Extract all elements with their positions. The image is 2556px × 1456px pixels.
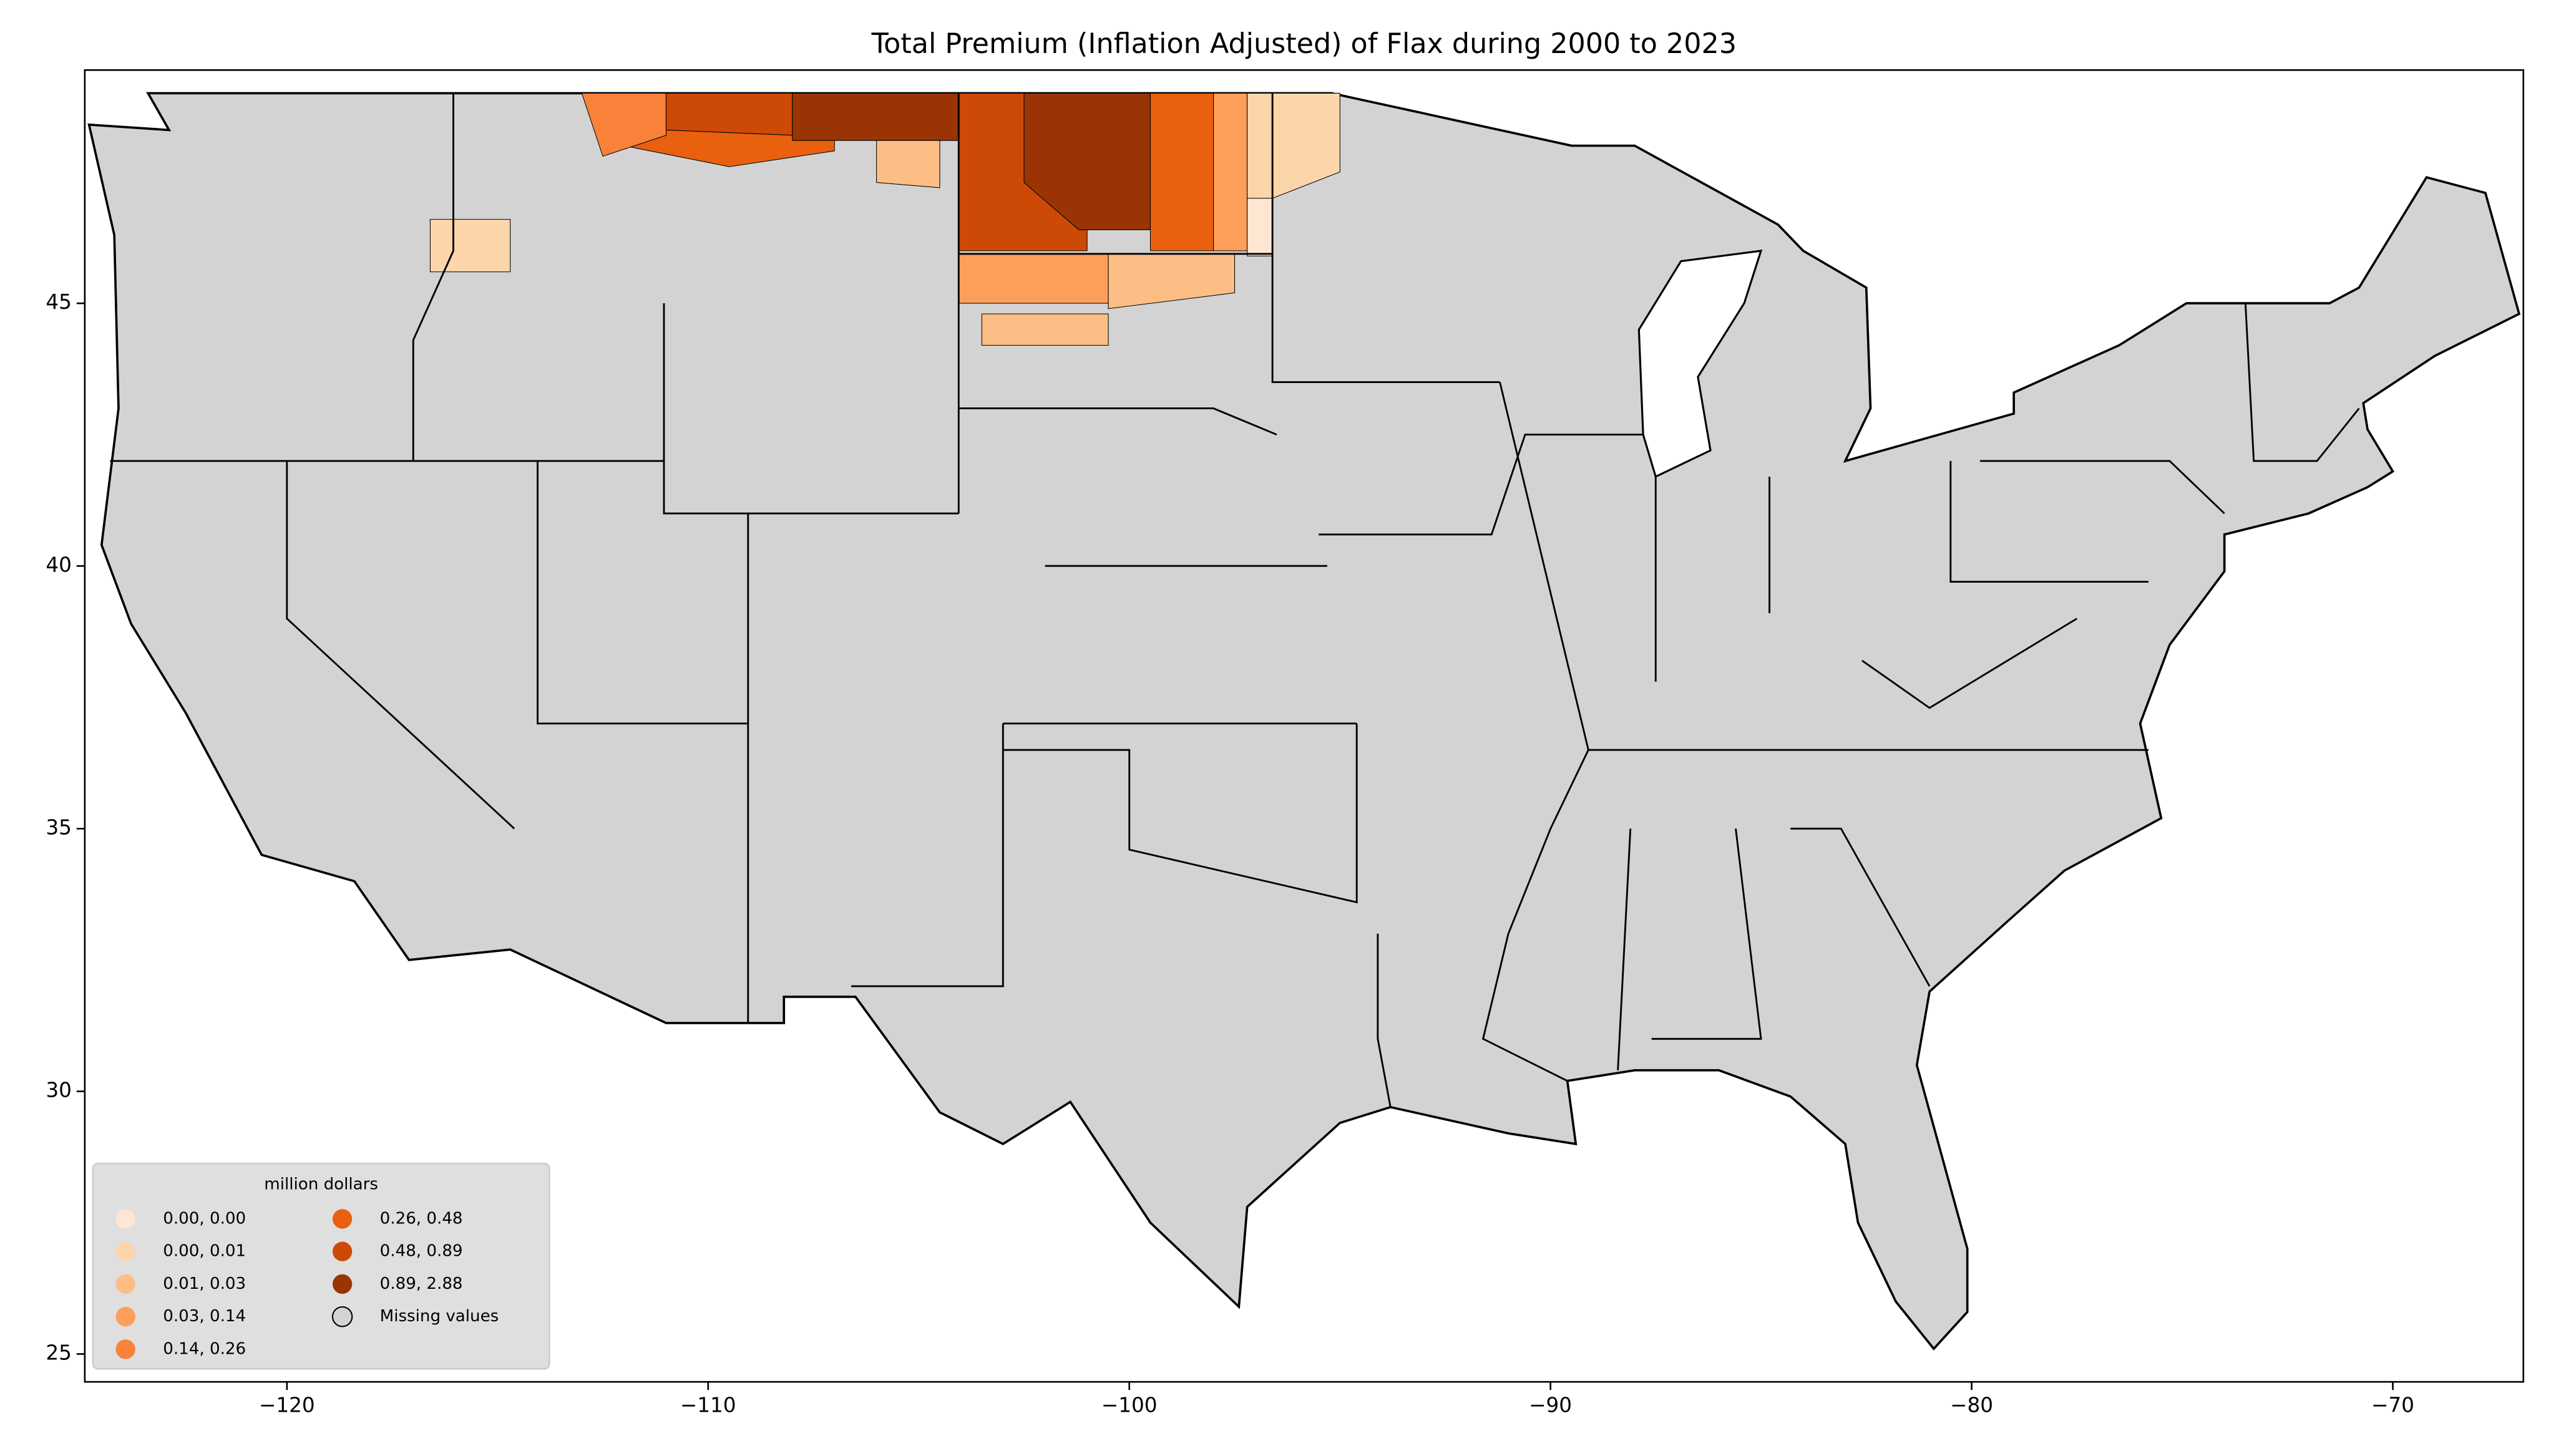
county-shade [1213, 92, 1248, 251]
legend-label: 0.03, 0.14 [163, 1307, 246, 1326]
state-border [1377, 933, 1392, 1107]
state-border [1481, 382, 1589, 1082]
county-shade [1247, 198, 1273, 256]
legend-label: 0.89, 2.88 [380, 1274, 463, 1293]
state-border [663, 303, 959, 515]
map [87, 92, 2521, 1351]
state-border [1790, 827, 1931, 987]
y-tick-label: 30 [46, 1078, 72, 1102]
state-border [412, 93, 664, 462]
state-border [1861, 618, 2077, 709]
y-tick-label: 35 [46, 815, 72, 839]
county-shade [958, 253, 1109, 304]
county-shade [1023, 92, 1151, 230]
state-border [286, 460, 515, 830]
chart-title: Total Premium (Inflation Adjusted) of Fl… [871, 28, 1737, 60]
county-shade [1149, 92, 1214, 251]
legend-marker [115, 1339, 135, 1359]
legend-label: 0.14, 0.26 [163, 1339, 246, 1358]
state-border [1980, 460, 2225, 515]
county-shade [792, 92, 959, 141]
county-shade [581, 92, 666, 157]
county-shade [876, 140, 940, 188]
legend-label: 0.48, 0.89 [380, 1242, 463, 1261]
x-tick-label: −120 [259, 1393, 315, 1417]
legend: million dollars 0.00, 0.00 0.00, 0.01 0.01,… [92, 1162, 550, 1370]
legend-marker [332, 1274, 353, 1294]
county-shade [429, 219, 511, 273]
state-border [1319, 434, 1656, 536]
x-tick-label: −70 [2371, 1393, 2414, 1417]
x-tick-label: −80 [1950, 1393, 1993, 1417]
y-tick-label: 40 [46, 553, 72, 576]
legend-marker [332, 1209, 353, 1229]
county-shade [981, 313, 1109, 346]
state-border [1617, 828, 1632, 1070]
legend-box [92, 1162, 550, 1370]
legend-label: Missing values [380, 1307, 499, 1326]
legend-label: 0.00, 0.00 [163, 1209, 246, 1228]
county-shade [1247, 92, 1340, 199]
county-shade [665, 92, 793, 136]
state-border [958, 407, 1277, 436]
x-tick-label: −100 [1101, 1393, 1158, 1417]
legend-label: 0.01, 0.03 [163, 1274, 246, 1293]
axes-frame [84, 69, 2525, 1383]
legend-marker [115, 1241, 135, 1261]
legend-label: 0.00, 0.01 [163, 1242, 246, 1261]
legend-title: million dollars [264, 1175, 378, 1194]
state-border [1271, 93, 1500, 383]
state-border [1949, 460, 2149, 583]
legend-marker [331, 1306, 353, 1327]
x-tick-label: −110 [680, 1393, 736, 1417]
legend-marker [332, 1241, 353, 1261]
x-tick-label: −90 [1529, 1393, 1572, 1417]
state-border [537, 460, 749, 1023]
state-border [1003, 723, 1358, 904]
land [87, 92, 2521, 1351]
legend-marker [115, 1306, 135, 1327]
lake [1637, 250, 1763, 478]
y-tick-label: 25 [46, 1341, 72, 1365]
state-border [2244, 303, 2360, 462]
legend-marker [115, 1209, 135, 1229]
state-border [1651, 828, 1762, 1040]
y-tick-label: 45 [46, 290, 72, 314]
legend-marker [115, 1274, 135, 1294]
state-border [851, 723, 1004, 988]
legend-label: 0.26, 0.48 [380, 1209, 463, 1228]
